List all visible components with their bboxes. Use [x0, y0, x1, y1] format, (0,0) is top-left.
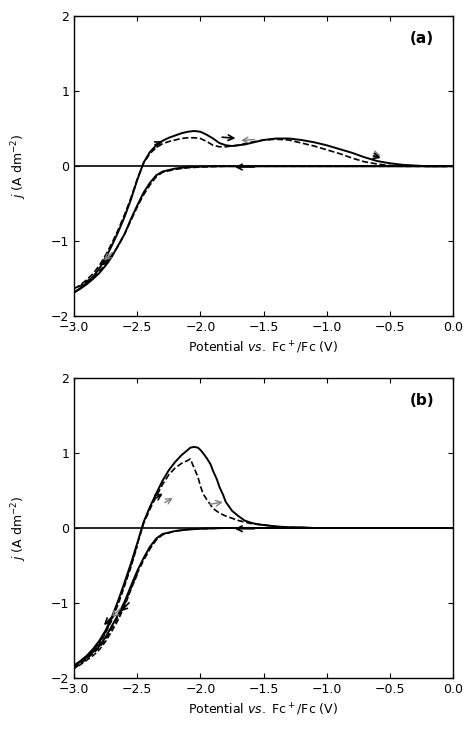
Text: (b): (b)	[410, 393, 434, 408]
Text: (a): (a)	[410, 31, 434, 46]
Text: $j$ (A dm$^{-2}$): $j$ (A dm$^{-2}$)	[9, 495, 29, 561]
X-axis label: Potential $vs.$ Fc$^+$/Fc (V): Potential $vs.$ Fc$^+$/Fc (V)	[189, 340, 338, 356]
Text: $j$ (A dm$^{-2}$): $j$ (A dm$^{-2}$)	[9, 133, 29, 199]
X-axis label: Potential $vs.$ Fc$^+$/Fc (V): Potential $vs.$ Fc$^+$/Fc (V)	[189, 701, 338, 718]
